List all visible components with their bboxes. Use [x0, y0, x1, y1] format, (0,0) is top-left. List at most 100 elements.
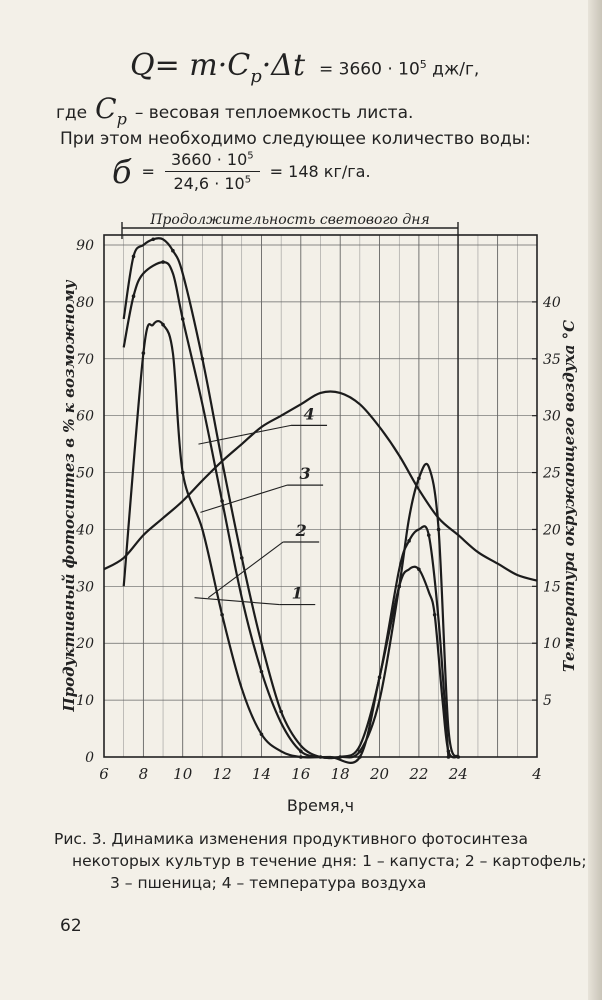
y-right-tick-label: 35 [543, 352, 561, 368]
series-line-4 [103, 390, 538, 582]
water-eq: = [141, 162, 155, 181]
heat-formula-lhs: Q= m·Cp·Δt [130, 48, 305, 87]
y-left-tick-label: 80 [76, 295, 94, 311]
series-point-2 [161, 260, 165, 264]
water-result: = 148 кг/га. [269, 162, 371, 181]
formula-lhs-sub: p [250, 66, 262, 87]
series-point-2 [131, 294, 136, 299]
where-prefix: где [56, 103, 88, 123]
y-right-tick-label: 5 [543, 693, 552, 709]
y-left-tick-label: 50 [76, 466, 94, 482]
y-left-tick-label: 60 [76, 409, 94, 425]
y-right-tick-label: 10 [543, 636, 561, 652]
y-left-tick-label: 10 [76, 693, 94, 709]
series-point-2 [446, 755, 451, 759]
series-point-2 [299, 749, 303, 754]
figure-caption: Рис. 3. Динамика изменения продуктивного… [54, 828, 587, 894]
x-tick-label: 20 [369, 765, 390, 783]
y-right-tick-label: 40 [542, 295, 561, 311]
series-point-1 [161, 322, 165, 327]
series-point-3 [417, 476, 421, 481]
y-right-axis-label: Температура окружающего воздуха °С [560, 320, 578, 672]
where-line: где Cp – весовая теплоемкость листа. [56, 92, 413, 129]
series-label-1: 1 [292, 584, 303, 603]
y-right-tick-label: 20 [542, 522, 561, 538]
series-point-1 [432, 612, 437, 617]
formula-rhs-exp: 5 [419, 58, 427, 72]
series-point-1 [141, 351, 146, 355]
y-left-tick-label: 40 [75, 522, 94, 538]
x-tick-label: 14 [252, 765, 271, 783]
series-point-3 [358, 749, 362, 754]
water-symbol: б [112, 152, 132, 191]
series-point-1 [417, 567, 421, 572]
series-label-2: 2 [295, 521, 307, 540]
cp-symbol-letter: C [95, 92, 117, 125]
series-line-2 [122, 261, 450, 760]
series-point-2 [220, 499, 224, 503]
y-right-tick-label: 15 [543, 579, 561, 595]
heat-formula: Q= m·Cp·Δt = 3660 · 105 дж/г, [130, 48, 479, 87]
series-label-3: 3 [300, 464, 311, 483]
page-number: 62 [60, 916, 82, 936]
fraction-denominator: 24,6 · 105 [167, 172, 257, 193]
x-tick-label: 6 [99, 765, 109, 783]
cp-symbol: Cp [95, 92, 127, 129]
formula-lhs-left: Q= m·C [130, 48, 251, 83]
chart-labels: 4 3 2 1 [194, 404, 328, 606]
series-point-3 [456, 755, 461, 759]
series-point-1 [358, 755, 362, 759]
series-leader-diag-4 [198, 424, 292, 445]
formula-lhs-tail: ·Δt [261, 48, 306, 83]
series-point-1 [259, 732, 264, 737]
x-tick-label: 24 [448, 765, 468, 783]
x-tick-label: 10 [173, 765, 193, 783]
y-left-tick-label: 30 [76, 579, 94, 595]
series-point-3 [436, 527, 441, 532]
chart-grid [103, 235, 538, 757]
y-left-tick-label: 90 [76, 238, 94, 254]
x-tick-label: 4 [531, 765, 542, 783]
series-point-3 [397, 584, 402, 589]
numerator-exp: 5 [247, 150, 254, 162]
series-leader-diag-2 [207, 541, 284, 599]
series-point-3 [318, 755, 323, 759]
series-leader-diag-3 [200, 484, 288, 513]
series-point-1 [180, 470, 185, 475]
chart-title: Продолжительность светового дня [149, 212, 430, 228]
series-point-3 [151, 237, 156, 242]
formula-rhs-pre: = 3660 · 10 [319, 60, 420, 80]
numerator-text: 3660 · 10 [170, 150, 248, 169]
x-tick-label: 8 [139, 765, 149, 783]
series-point-2 [407, 539, 411, 543]
series-point-1 [299, 755, 303, 759]
where-text: – весовая теплоемкость листа. [134, 103, 414, 123]
series-point-2 [377, 675, 382, 680]
y-left-axis-label: Продуктивный фотосинтез в % к возможному [60, 279, 78, 712]
x-tick-label: 22 [408, 765, 428, 783]
series-point-1 [220, 612, 224, 617]
series-label-4: 4 [303, 404, 314, 423]
chart-series [103, 237, 538, 764]
denominator-exp: 5 [244, 174, 252, 186]
cp-symbol-sub: p [116, 109, 127, 129]
series-point-3 [171, 248, 175, 253]
y-left-tick-label: 0 [85, 750, 94, 766]
denominator-text: 24,6 · 10 [173, 174, 245, 193]
page-edge [588, 0, 602, 1000]
series-point-2 [259, 669, 264, 674]
heat-formula-rhs: = 3660 · 105 дж/г, [319, 58, 479, 80]
series-leader-diag-1 [194, 597, 280, 606]
water-formula: б = 3660 · 105 24,6 · 105 = 148 кг/га. [112, 150, 371, 193]
series-point-2 [426, 533, 431, 537]
y-right-tick-label: 25 [542, 466, 561, 482]
series-point-3 [200, 356, 205, 361]
series-point-2 [180, 317, 185, 321]
caption-line-1: Рис. 3. Динамика изменения продуктивного… [54, 830, 528, 848]
intro-line: При этом необходимо следующее количество… [60, 129, 531, 149]
x-tick-label: 16 [291, 765, 311, 783]
fraction-numerator: 3660 · 105 [164, 150, 260, 172]
series-point-3 [279, 709, 283, 714]
